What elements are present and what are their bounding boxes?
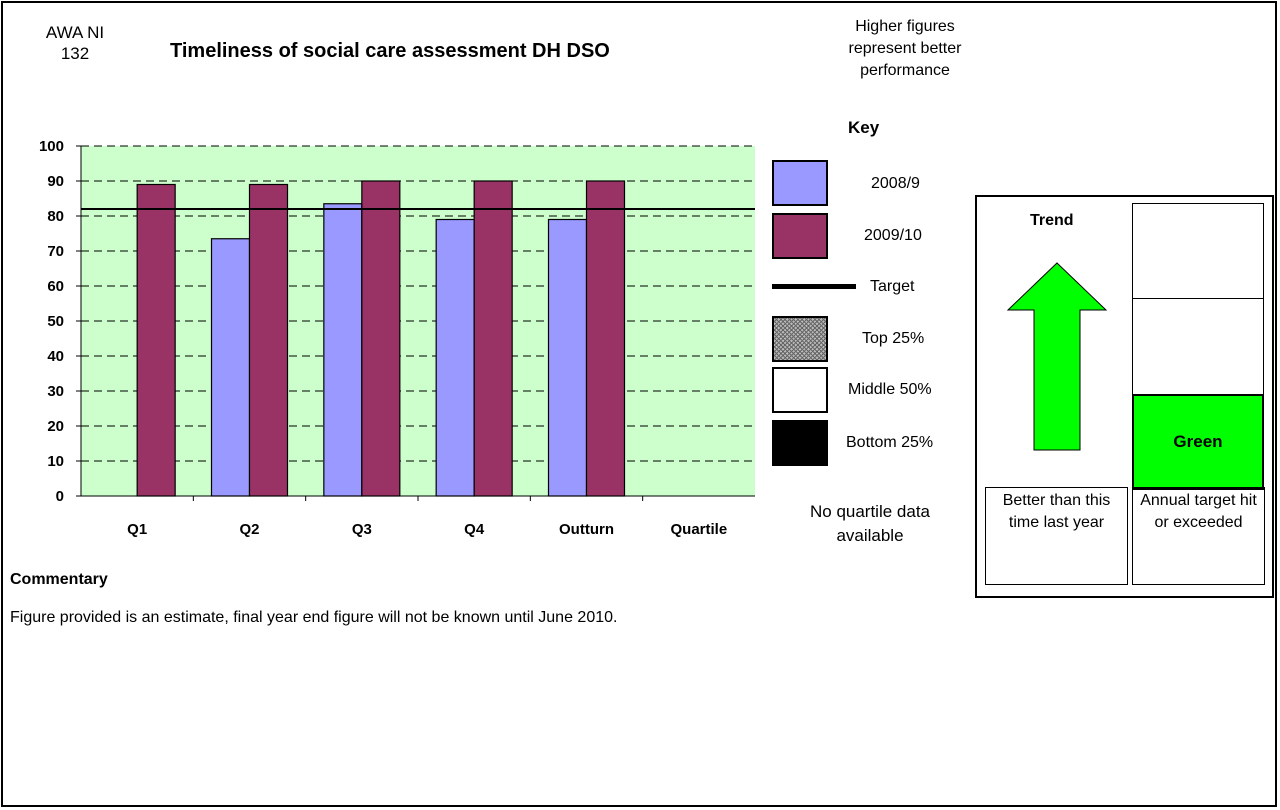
y-tick-label: 50 <box>47 313 64 330</box>
no-quartile-note: No quartile data available <box>809 502 931 545</box>
status-panel <box>975 195 1274 598</box>
commentary-title: Commentary <box>10 571 108 588</box>
rag-status-label: Green <box>1173 432 1223 451</box>
key-swatch-bottom25 <box>772 420 828 466</box>
commentary-text: Figure provided is an estimate, final ye… <box>10 609 618 626</box>
key-label-top25: Top 25% <box>862 330 925 347</box>
bar-2009-10-outturn <box>585 180 626 497</box>
bar-2009-10-q4 <box>473 180 513 497</box>
rag-caption: Annual target hit or exceeded <box>1140 492 1257 531</box>
bar-2009-10-q3 <box>361 180 401 497</box>
rag-middle-segment <box>1132 298 1264 395</box>
bar-2009-10-q2 <box>248 183 289 497</box>
key-title: Key <box>848 118 880 137</box>
key-label-middle50: Middle 50% <box>848 381 932 398</box>
bar-2008-9-q2 <box>210 238 251 497</box>
y-tick-label: 40 <box>47 348 64 365</box>
x-tick-label: Q2 <box>239 521 259 538</box>
y-tick-label: 100 <box>39 138 64 155</box>
rag-caption-box: Annual target hit or exceeded <box>1132 487 1265 585</box>
key-swatch-2008 <box>772 160 828 206</box>
y-tick-label: 60 <box>47 278 64 295</box>
up-arrow-icon <box>1006 262 1108 451</box>
chart-title: Timeliness of social care assessment DH … <box>170 40 610 62</box>
key-swatch-2009 <box>772 213 828 259</box>
y-tick-label: 80 <box>47 208 64 225</box>
x-tick-label: Q4 <box>464 521 485 538</box>
y-tick-label: 0 <box>56 488 64 505</box>
key-label-2009: 2009/10 <box>864 227 922 244</box>
trend-caption: Better than this time last year <box>1002 492 1111 531</box>
y-tick-label: 70 <box>47 243 64 260</box>
key-label-bottom25: Bottom 25% <box>846 434 934 451</box>
x-tick-label: Outturn <box>559 521 614 538</box>
key-target-line <box>772 284 856 289</box>
key-label-2008: 2008/9 <box>871 175 920 192</box>
y-tick-label: 90 <box>47 173 64 190</box>
y-tick-label: 10 <box>47 453 64 470</box>
x-tick-label: Q1 <box>127 521 147 538</box>
bar-2008-9-outturn <box>547 218 588 497</box>
y-tick-label: 30 <box>47 383 64 400</box>
trend-title: Trend <box>1030 212 1074 229</box>
rag-status-indicator: Green <box>1132 394 1264 490</box>
trend-caption-box: Better than this time last year <box>985 487 1128 585</box>
indicator-code: AWA NI 132 <box>45 23 105 63</box>
key-swatch-top25 <box>772 316 828 362</box>
bar-chart: 0 10 20 30 40 50 60 70 80 90 100 Q1 Q2 Q3 Q4 Outturn Qua… <box>39 138 755 538</box>
x-tick-label: Q3 <box>352 521 372 538</box>
performance-note: Higher figures represent better performa… <box>848 18 962 79</box>
key-swatch-middle50 <box>772 367 828 413</box>
rag-top-segment <box>1132 203 1264 300</box>
y-tick-label: 20 <box>47 418 64 435</box>
bar-2008-9-q4 <box>435 218 475 497</box>
key-label-target: Target <box>870 278 915 295</box>
x-tick-label: Quartile <box>670 521 727 538</box>
bar-2008-9-q3 <box>323 203 363 497</box>
bar-2009-10-q1 <box>136 183 176 497</box>
